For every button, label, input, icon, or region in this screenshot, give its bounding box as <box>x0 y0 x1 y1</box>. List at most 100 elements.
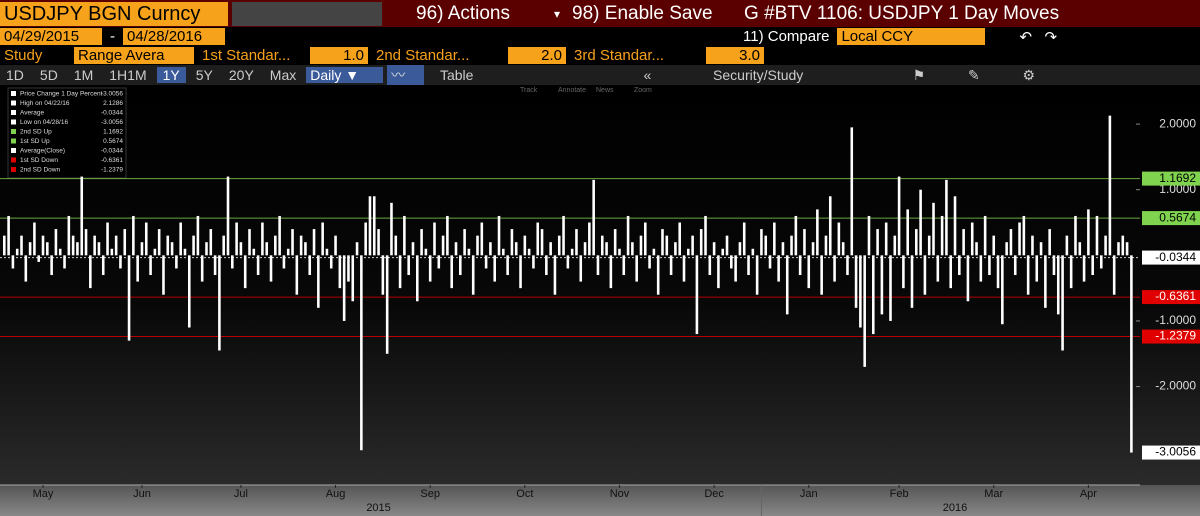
range-button[interactable]: Max <box>269 67 297 83</box>
table[interactable]: Table <box>439 67 474 83</box>
bar <box>863 255 866 367</box>
bar <box>902 255 905 289</box>
bar <box>179 222 182 256</box>
start-date[interactable]: 04/29/2015 <box>0 28 102 45</box>
bar <box>566 255 570 269</box>
range-button[interactable]: 5Y <box>195 67 213 83</box>
bar <box>1078 242 1082 256</box>
legend-swatch <box>11 100 16 106</box>
bar <box>110 248 114 256</box>
compare-value[interactable]: Local CCY <box>837 28 986 45</box>
bar <box>295 255 299 295</box>
compare[interactable]: 11) Compare <box>743 28 830 45</box>
bar <box>1074 215 1077 256</box>
bar <box>63 255 66 269</box>
bar <box>101 255 105 276</box>
bar <box>372 196 376 256</box>
bar <box>196 215 200 256</box>
range-button[interactable]: 1H1M <box>109 67 147 83</box>
bar <box>114 235 118 256</box>
legend-value: 1.1692 <box>103 129 123 136</box>
bar <box>454 242 458 256</box>
bar <box>321 222 324 256</box>
chart-icon[interactable]: 〰 <box>387 65 424 85</box>
legend-label: High on 04/22/16 <box>20 100 70 107</box>
bar <box>897 176 901 256</box>
legend-swatch <box>11 119 16 125</box>
enable-save[interactable]: 98) Enable Save <box>572 2 713 24</box>
x-tick-label: Apr <box>1080 488 1097 500</box>
bar <box>962 229 965 256</box>
bar <box>953 196 957 256</box>
range-button[interactable]: 1D <box>6 67 24 83</box>
range-button[interactable]: 1M <box>73 67 94 83</box>
bar <box>1104 235 1107 256</box>
range-button[interactable]: 20Y <box>228 67 254 83</box>
bar <box>304 242 307 256</box>
security-study[interactable]: Security/Study <box>713 67 804 83</box>
bar <box>1035 255 1039 282</box>
reference-label: 0.5674 <box>1159 210 1196 224</box>
bar <box>317 255 320 308</box>
sd1-value[interactable]: 1.0 <box>310 47 368 64</box>
bar <box>540 229 544 256</box>
bar <box>712 242 716 256</box>
legend-swatch <box>11 91 16 96</box>
bar <box>291 229 294 256</box>
bar <box>1005 242 1008 256</box>
bar <box>502 248 505 256</box>
bar <box>725 235 729 256</box>
range-button[interactable]: 5D <box>39 67 58 83</box>
actions[interactable]: 96) Actions <box>416 2 510 24</box>
sd3-value[interactable]: 3.0 <box>706 47 764 64</box>
bar <box>347 255 350 282</box>
bar <box>28 242 32 256</box>
bar <box>910 255 914 308</box>
last-value-label: -3.0056 <box>1155 445 1196 459</box>
bar <box>699 229 703 256</box>
bar <box>747 255 750 276</box>
collapse[interactable]: « <box>643 67 652 83</box>
bar <box>596 255 600 276</box>
bar <box>231 255 234 269</box>
bar <box>932 202 935 256</box>
bar <box>1061 255 1064 351</box>
bar <box>3 235 6 256</box>
reference-label-box <box>1142 171 1200 186</box>
bar <box>618 248 621 256</box>
sd3-label: 3rd Standar... <box>574 47 665 64</box>
bar <box>175 255 178 269</box>
study-value[interactable]: Range Avera <box>74 47 194 64</box>
bar <box>480 222 484 256</box>
bar <box>867 215 871 256</box>
plot-background <box>0 85 1200 485</box>
bar <box>170 242 174 256</box>
end-date[interactable]: 04/28/2016 <box>123 28 225 45</box>
bar <box>889 255 892 321</box>
bar <box>1121 235 1125 256</box>
dropdown-icon: ▾ <box>554 6 561 21</box>
legend-swatch <box>11 129 16 134</box>
year-label: 2015 <box>366 502 390 514</box>
bar <box>1026 255 1030 295</box>
bar <box>859 255 862 328</box>
bar <box>342 255 346 321</box>
security[interactable]: USDJPY BGN Curncy <box>0 1 228 26</box>
tool-icons[interactable]: ⚑ ✎ ⚙ <box>912 66 1036 83</box>
legend-swatch <box>11 110 16 115</box>
bar <box>988 255 991 276</box>
sd2-value[interactable]: 2.0 <box>508 47 566 64</box>
bar <box>269 255 273 282</box>
bar <box>781 242 785 256</box>
bar <box>695 255 699 335</box>
x-tick-label: Sep <box>420 488 440 500</box>
range-button[interactable]: 1Y <box>156 67 186 83</box>
period[interactable]: Daily ▼ <box>306 67 384 83</box>
nav-icons[interactable]: ↶ ↷ <box>1019 28 1058 46</box>
bar <box>50 255 53 276</box>
bar <box>785 255 789 315</box>
bar <box>631 242 634 256</box>
bar <box>570 248 574 256</box>
legend-label: Price Change 1 Day Percent <box>20 91 103 98</box>
bar <box>441 235 445 256</box>
